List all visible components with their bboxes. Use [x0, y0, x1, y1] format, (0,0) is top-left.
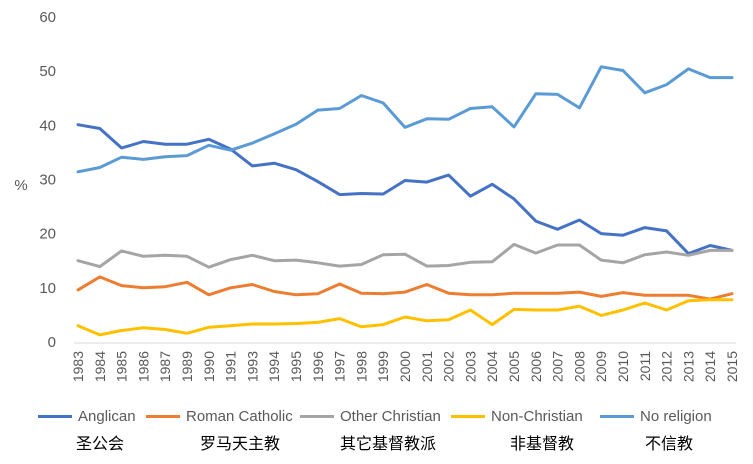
x-tick-label: 1986 [135, 351, 151, 382]
legend-swatch [146, 414, 180, 418]
legend-item-roman-catholic: Roman Catholic [146, 404, 293, 428]
x-tick-label: 2009 [593, 351, 609, 382]
x-tick-label: 2006 [528, 351, 544, 382]
y-axis-label: % [14, 177, 27, 194]
x-tick-label: 1993 [244, 351, 260, 382]
x-tick-label: 2010 [615, 351, 631, 382]
y-tick-label: 60 [39, 9, 56, 26]
y-tick-label: 30 [39, 171, 56, 188]
caption-non-christian: 非基督教 [510, 434, 575, 453]
caption-roman-catholic: 罗马天主教 [200, 434, 281, 453]
x-tick-label: 2001 [419, 351, 435, 382]
x-tick-label: 1996 [310, 351, 326, 382]
y-tick-label: 10 [39, 280, 56, 297]
legend-label: Anglican [78, 407, 136, 425]
y-tick-label: 40 [39, 117, 56, 134]
legend-label: Other Christian [340, 407, 441, 425]
x-tick-label: 1991 [223, 351, 239, 382]
x-tick-label: 1990 [201, 351, 217, 382]
series-line-anglican [76, 123, 734, 256]
x-tick-label: 2003 [462, 351, 478, 382]
x-tick-label: 1983 [70, 351, 86, 382]
legend-swatch [451, 414, 485, 418]
x-tick-label: 2014 [702, 351, 718, 382]
x-tick-label: 1995 [288, 351, 304, 382]
series-layer [76, 65, 734, 337]
y-tick-label: 50 [39, 63, 56, 80]
x-tick-label: 2015 [724, 351, 740, 382]
x-tick-label: 1989 [179, 351, 195, 382]
caption-other-christian: 其它基督教派 [340, 434, 437, 453]
series-line-non-christian [76, 298, 734, 337]
legend-label: Non-Christian [491, 407, 583, 425]
x-tick-label: 1994 [266, 351, 282, 382]
x-tick-label: 2000 [397, 351, 413, 382]
y-tick-label: 20 [39, 226, 56, 243]
x-tick-label: 2008 [571, 351, 587, 382]
legend: Anglican Roman Catholic Other Christian … [38, 404, 750, 428]
x-tick-label: 2004 [484, 351, 500, 382]
x-axis: 1983 1984 1985 1986 1987 1989 1990 1991 1993 1994… [70, 342, 740, 382]
y-tick-label: 0 [48, 334, 56, 351]
series-line-no-religion [76, 65, 734, 174]
legend-swatch [38, 414, 72, 418]
x-tick-label: 2011 [637, 351, 653, 381]
legend-swatch [300, 414, 334, 418]
legend-item-no-religion: No religion [600, 404, 712, 428]
x-tick-label: 1999 [375, 351, 391, 382]
x-tick-label: 1998 [353, 351, 369, 382]
x-tick-label: 1997 [332, 351, 348, 382]
legend-label: No religion [640, 407, 712, 425]
x-tick-label: 2012 [659, 351, 675, 382]
series-line-other-christian [76, 242, 734, 269]
x-tick-label: 2013 [680, 351, 696, 382]
x-tick-label: 1984 [92, 351, 108, 382]
legend-swatch [600, 414, 634, 418]
legend-item-anglican: Anglican [38, 404, 136, 428]
legend-label: Roman Catholic [186, 407, 293, 425]
x-tick-label: 2005 [506, 351, 522, 382]
caption-no-religion: 不信教 [645, 434, 694, 453]
legend-item-non-christian: Non-Christian [451, 404, 583, 428]
x-tick-label: 2002 [441, 351, 457, 382]
x-tick-label: 1987 [157, 351, 173, 382]
legend-item-other-christian: Other Christian [300, 404, 441, 428]
caption-anglican: 圣公会 [76, 434, 125, 453]
x-tick-label: 2007 [550, 351, 566, 382]
y-axis: 0 10 20 30 40 50 60 [39, 9, 56, 351]
series-line-roman-catholic [76, 275, 734, 301]
x-tick-label: 1985 [114, 351, 130, 382]
